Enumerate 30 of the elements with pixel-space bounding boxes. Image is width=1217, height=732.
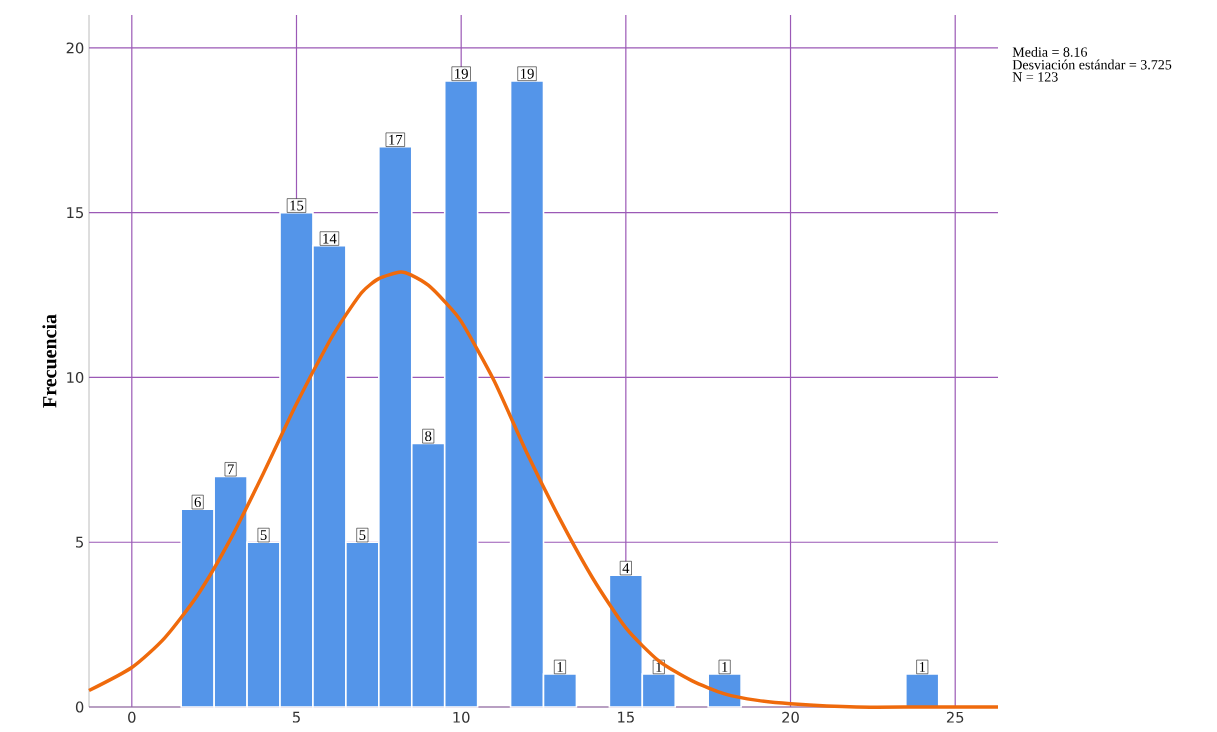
y-tick-label: 10 <box>67 371 84 384</box>
data-label: 19 <box>521 68 534 79</box>
data-label: 5 <box>359 530 366 540</box>
data-label: 7 <box>227 464 234 475</box>
data-label: 1 <box>656 662 662 672</box>
data-label: 8 <box>425 431 432 442</box>
y-tick-label: 15 <box>67 207 84 219</box>
data-label: 1 <box>557 662 563 672</box>
y-tick-label: 0 <box>75 701 84 713</box>
data-label: 17 <box>389 134 403 145</box>
x-tick-label: 5 <box>292 711 300 723</box>
x-tick-label: 20 <box>782 711 799 723</box>
data-label: 15 <box>290 200 304 211</box>
x-tick-label: 10 <box>453 711 470 723</box>
y-axis-title: Frecuencia <box>42 314 57 408</box>
data-label: 4 <box>622 563 630 573</box>
data-label: 14 <box>323 233 337 244</box>
data-label: 1 <box>722 662 728 672</box>
x-tick-label: 0 <box>128 711 136 723</box>
data-label: 1 <box>919 662 926 672</box>
text: N = 123 <box>1012 72 1058 82</box>
x-tick-label: 25 <box>946 711 964 723</box>
text: Desviación estándar = 3.725 <box>1012 59 1172 70</box>
data-label: 19 <box>455 68 468 79</box>
data-label: 6 <box>194 497 201 508</box>
data-label: 5 <box>260 530 267 540</box>
text: Media = 8.16 <box>1012 46 1088 57</box>
y-tick-label: 5 <box>76 536 84 548</box>
y-tick-label: 20 <box>66 42 84 54</box>
x-tick-label: 15 <box>618 711 634 723</box>
